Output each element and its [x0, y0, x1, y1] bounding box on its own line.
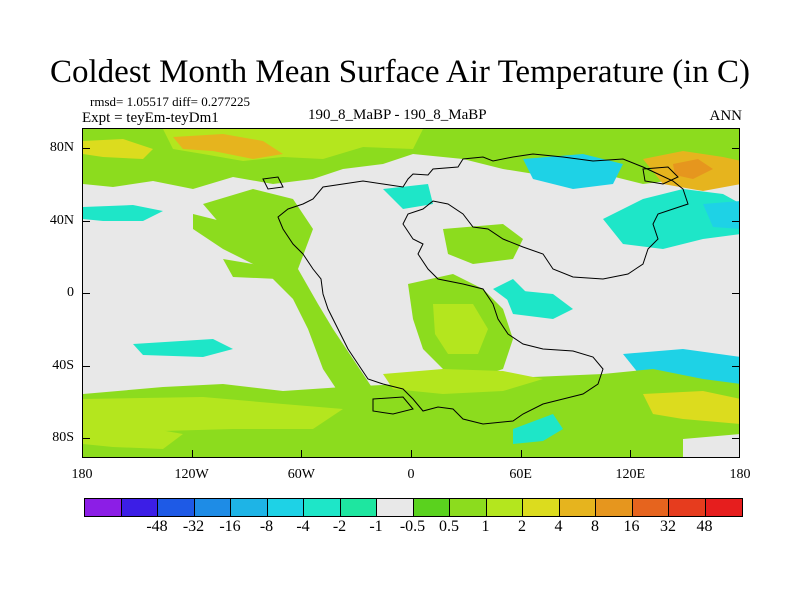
- colorbar-label: 4: [554, 518, 563, 535]
- y-axis-label: 80N: [49, 140, 74, 155]
- colorbar-label: -16: [219, 518, 241, 535]
- colorbar-swatch: [304, 499, 341, 516]
- island-outline-1: [372, 396, 414, 415]
- colorbar-label: 2: [518, 518, 526, 535]
- colorbar-swatch: [413, 499, 450, 516]
- y-axis-tick: [732, 220, 740, 222]
- central-lime-patch: [433, 304, 488, 354]
- season-label: ANN: [709, 108, 743, 124]
- colorbar-swatch: [559, 499, 596, 516]
- south-pacific-cyan-strip: [133, 339, 233, 357]
- colorbar-label: -4: [296, 518, 310, 535]
- x-axis-tick: [739, 450, 740, 458]
- southeast-near-zero: [683, 434, 739, 457]
- y-axis-tick: [732, 365, 740, 367]
- east-pacific-green-strip: [223, 259, 283, 279]
- colorbar-swatch: [632, 499, 669, 516]
- x-axis-label: 60E: [509, 467, 532, 482]
- colorbar-swatch: [596, 499, 633, 516]
- colorbar-swatch: [669, 499, 706, 516]
- x-axis-label: 60W: [287, 467, 315, 482]
- colorbar-label: 48: [696, 518, 713, 535]
- rmsd-diff-stats: rmsd= 1.05517 diff= 0.277225: [90, 94, 250, 109]
- y-axis-tick: [82, 438, 90, 439]
- y-axis-tick: [82, 148, 90, 149]
- y-axis-tick: [732, 148, 740, 149]
- colorbar-label: 16: [623, 518, 640, 535]
- case-label: 190_8_MaBP - 190_8_MaBP: [308, 107, 487, 123]
- south-west-lime: [83, 427, 183, 449]
- y-axis-tick: [82, 365, 90, 367]
- y-axis-tick: [82, 220, 90, 222]
- colorbar-label: -8: [259, 518, 274, 535]
- y-axis-label: 40N: [49, 212, 74, 228]
- colorbar-swatch: [450, 499, 487, 516]
- colorbar-swatch: [340, 499, 377, 516]
- colorbar-label: 32: [660, 518, 676, 535]
- colorbar-swatch: [486, 499, 523, 516]
- southern-green-band: [83, 369, 739, 457]
- colorbar-label: 0.5: [439, 518, 459, 535]
- y-axis-label: 40S: [52, 357, 74, 373]
- island-outline-2: [642, 166, 679, 185]
- north-pacific-cyan-strip: [83, 205, 163, 221]
- colorbar-swatch: [158, 499, 195, 516]
- y-axis-label: 80S: [52, 430, 74, 445]
- x-axis-label: 0: [407, 467, 415, 482]
- plot-title: Coldest Month Mean Surface Air Temperatu…: [50, 54, 750, 90]
- colorbar-label: -1: [369, 518, 383, 535]
- island-outline-3: [262, 176, 284, 190]
- colorbar-label: -0.5: [399, 518, 426, 535]
- y-axis-tick: [82, 293, 90, 294]
- colorbar-swatch: [121, 499, 158, 516]
- colorbar-swatch: [231, 499, 268, 516]
- east-pacific-green: [193, 214, 283, 269]
- x-axis-tick: [301, 450, 303, 458]
- colorbar-swatch: [194, 499, 231, 516]
- y-axis-label: 0: [67, 285, 74, 300]
- north-pacific-orange-patch: [173, 134, 283, 159]
- southeast-yellow-patch: [643, 391, 739, 424]
- x-axis-label: 180: [729, 467, 751, 482]
- colorbar-label: -48: [146, 518, 168, 535]
- northwest-pacific-deep-cyan: [703, 201, 739, 229]
- y-axis-tick: [732, 293, 740, 294]
- colorbar-swatch: [523, 499, 560, 516]
- experiment-label: Expt = teyEm-teyDm1: [82, 110, 219, 126]
- colorbar-swatch: [85, 499, 122, 516]
- central-cyan-patch: [383, 184, 433, 209]
- x-axis-tick: [191, 450, 193, 458]
- x-axis-label: 120E: [615, 467, 646, 482]
- north-central-green: [443, 224, 523, 264]
- x-axis-tick: [82, 450, 83, 458]
- x-axis-tick: [520, 450, 522, 458]
- temperature-difference-map: [82, 128, 740, 458]
- x-axis-label: 180: [71, 467, 93, 482]
- paleo-continent-outline: [277, 153, 689, 425]
- colorbar-label: 1: [481, 518, 490, 535]
- x-axis-tick: [630, 450, 632, 458]
- southern-lime-band: [83, 397, 343, 431]
- x-axis-tick: [411, 450, 412, 458]
- northeast-dark-orange-patch: [673, 159, 713, 179]
- colorbar-swatch: [377, 499, 414, 516]
- south-central-cyan: [503, 289, 573, 319]
- y-axis-tick: [732, 438, 740, 439]
- north-yellow-patch: [83, 139, 153, 159]
- colorbar: [84, 498, 743, 517]
- x-axis-label: 120W: [174, 467, 209, 482]
- colorbar-swatch: [267, 499, 304, 516]
- south-central-lime: [383, 369, 543, 394]
- colorbar-label: 8: [591, 518, 599, 535]
- map-field-svg: [83, 129, 739, 457]
- colorbar-swatch: [705, 499, 742, 516]
- colorbar-label: -2: [332, 518, 347, 535]
- antarctic-cyan-patch: [513, 414, 563, 444]
- colorbar-label: -32: [182, 518, 205, 535]
- north-asia-cyan-patch: [523, 154, 623, 189]
